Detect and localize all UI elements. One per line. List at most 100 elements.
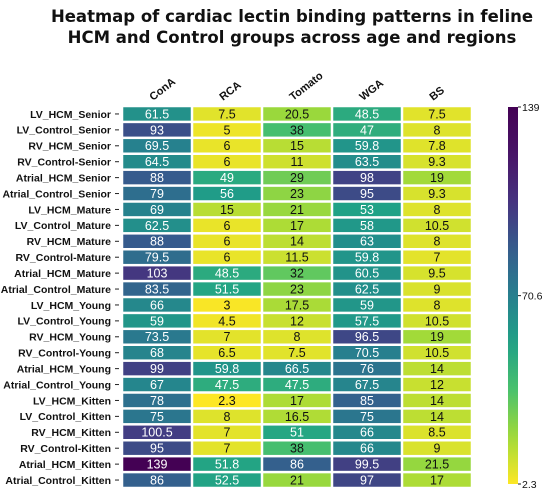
cell-value-label: 96.5 (355, 330, 379, 344)
colorbar-tick-label: 70.6 (522, 291, 543, 303)
row-label: Atrial_Control_Kitten (5, 475, 111, 487)
heatmap-cell (263, 393, 331, 408)
heatmap-cell (193, 393, 261, 408)
heatmap-cell (263, 282, 331, 296)
cell-value-label: 103 (147, 267, 168, 281)
cell-value-label: 19 (430, 171, 444, 185)
cell-value-label: 11 (291, 155, 304, 169)
heatmap-cell (333, 425, 401, 439)
cell-value-label: 10.5 (425, 219, 449, 233)
heatmap-cell (263, 473, 331, 487)
heatmap-cell (403, 346, 471, 360)
row-label: Atrial_Control_Young (3, 379, 111, 391)
heatmap-cell (403, 155, 471, 169)
heatmap-cell (123, 377, 191, 392)
heatmap-cell (193, 234, 261, 248)
row-label: RV_HCM_Young (29, 332, 111, 344)
cell-value-label: 95 (150, 442, 164, 456)
cell-value-label: 7.5 (428, 107, 445, 121)
cell-value-label: 86 (150, 473, 164, 487)
cell-value-label: 23 (290, 187, 304, 201)
cell-value-label: 88 (150, 171, 164, 185)
heatmap-cell (123, 330, 191, 344)
cell-value-label: 95 (360, 187, 374, 201)
cell-value-label: 3 (224, 298, 231, 312)
heatmap-cell (123, 457, 191, 471)
colorbar-tick-label: 139 (522, 102, 540, 114)
heatmap-cell (333, 266, 401, 280)
cell-value-label: 59.8 (355, 251, 379, 265)
cell-value-label: 66 (150, 298, 164, 312)
cell-value-label: 11.5 (285, 251, 308, 265)
cell-value-label: 8 (434, 298, 441, 312)
heatmap-cell (403, 139, 471, 153)
heatmap-cell (123, 155, 191, 169)
heatmap-cell (403, 234, 471, 248)
row-label: LV_HCM_Kitten (33, 395, 111, 407)
cell-value-label: 5 (224, 123, 231, 137)
cell-value-label: 79 (150, 187, 164, 201)
column-label: ConA (147, 76, 178, 104)
heatmap-cell (193, 346, 261, 360)
heatmap-cell (403, 457, 471, 471)
cell-value-label: 75 (150, 410, 164, 424)
heatmap-cell (123, 218, 191, 233)
heatmap-cell (123, 441, 191, 455)
heatmap-cell (123, 170, 191, 185)
cell-value-label: 9.3 (428, 187, 445, 201)
heatmap-cell (123, 346, 191, 360)
heatmap-cell (333, 250, 401, 264)
heatmap-cell (263, 170, 331, 185)
row-label: LV_Control_Mature (15, 220, 111, 232)
heatmap-cell (263, 155, 331, 169)
cell-value-label: 70.5 (355, 346, 379, 360)
cell-value-label: 6 (224, 155, 231, 169)
heatmap-cell (333, 393, 401, 408)
heatmap-cell (263, 441, 331, 455)
cell-value-label: 4.5 (218, 314, 235, 328)
cell-value-label: 79.5 (145, 251, 169, 265)
cell-value-label: 14 (290, 235, 304, 249)
cell-value-label: 68 (150, 346, 164, 360)
heatmap-cell (123, 361, 191, 376)
cell-value-label: 10.5 (425, 346, 449, 360)
cell-value-label: 14 (430, 362, 444, 376)
cell-value-label: 12 (290, 314, 304, 328)
cell-value-label: 20.5 (285, 107, 309, 121)
cell-value-label: 88 (150, 235, 164, 249)
cell-value-label: 21.5 (425, 458, 449, 472)
cell-value-label: 51.5 (215, 282, 239, 296)
heatmap-cell (193, 314, 261, 328)
cell-value-label: 7 (224, 442, 231, 456)
heatmap-cell (123, 234, 191, 248)
cell-value-label: 7.8 (428, 139, 445, 153)
heatmap-cell (263, 457, 331, 471)
cell-value-label: 75 (360, 410, 374, 424)
row-label: RV_Control-Mature (16, 252, 112, 264)
cell-value-label: 47 (360, 123, 374, 137)
cell-value-label: 66 (360, 442, 374, 456)
cell-value-label: 48.5 (215, 267, 239, 281)
heatmap-cell (403, 473, 471, 487)
heatmap-cell (193, 282, 261, 296)
cell-value-label: 73.5 (145, 330, 169, 344)
cell-value-label: 52.5 (215, 473, 239, 487)
cell-value-label: 69 (150, 203, 164, 217)
heatmap-cell (263, 425, 331, 439)
cell-value-label: 59 (360, 298, 374, 312)
row-label: Atrial_HCM_Young (17, 363, 111, 375)
row-label: LV_HCM_Young (31, 300, 111, 312)
cell-value-label: 63 (360, 235, 374, 249)
heatmap-cell (333, 123, 401, 137)
heatmap-cell (263, 107, 331, 121)
chart-title-line-2: HCM and Control groups across age and re… (68, 28, 517, 47)
heatmap-cell (403, 425, 471, 439)
heatmap-cell (193, 139, 261, 153)
cell-value-label: 6 (224, 235, 231, 249)
heatmap-cell (333, 234, 401, 248)
cell-value-label: 49 (220, 171, 234, 185)
heatmap-cell (193, 170, 261, 185)
heatmap-cell (193, 218, 261, 233)
heatmap-cell (333, 377, 401, 392)
cell-value-label: 59.8 (215, 362, 239, 376)
